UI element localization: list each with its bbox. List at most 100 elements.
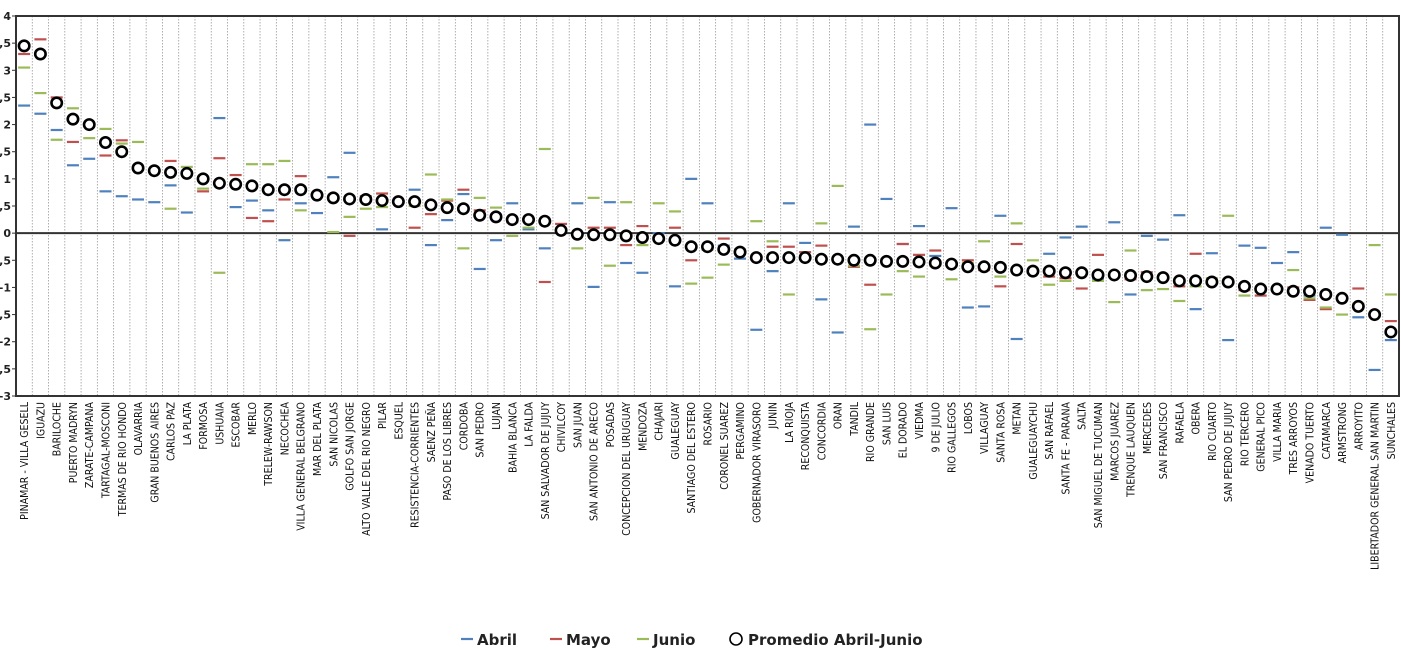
x-tick-label: METAN bbox=[1012, 402, 1024, 435]
average-marker bbox=[1351, 299, 1365, 313]
x-tick-label: MAR DEL PLATA bbox=[312, 401, 324, 475]
y-tick-label: -2 bbox=[0, 336, 11, 349]
average-marker bbox=[391, 195, 405, 209]
average-marker bbox=[928, 256, 942, 270]
average-marker bbox=[1042, 264, 1056, 278]
average-marker bbox=[668, 233, 682, 247]
average-marker bbox=[619, 229, 633, 243]
average-marker bbox=[66, 112, 80, 126]
average-marker bbox=[945, 257, 959, 271]
x-tick-label: ARMSTRONG bbox=[1337, 402, 1349, 463]
average-marker bbox=[359, 192, 373, 206]
x-tick-label: JUNIN bbox=[768, 402, 780, 430]
y-tick-label: 0,5 bbox=[0, 200, 11, 213]
x-tick-label: ESQUEL bbox=[393, 401, 405, 439]
x-tick-label: LA FALDA bbox=[524, 401, 536, 446]
x-tick-label: ESCOBAR bbox=[231, 402, 243, 448]
x-tick-label: RIO GRANDE bbox=[865, 402, 877, 462]
y-tick-label: -1 bbox=[0, 281, 11, 294]
y-tick-label: 1 bbox=[3, 173, 11, 186]
x-tick-label: MERLO bbox=[247, 402, 259, 435]
x-tick-label: CHAJARI bbox=[654, 402, 666, 441]
x-tick-label: SAN JUAN bbox=[572, 402, 584, 448]
average-marker bbox=[440, 201, 454, 215]
x-tick-label: PASO DE LOS LIBRES bbox=[442, 402, 454, 501]
x-tick-label: PILAR bbox=[377, 402, 389, 429]
average-marker bbox=[879, 254, 893, 268]
average-marker bbox=[489, 210, 503, 224]
y-tick-label: -1,5 bbox=[0, 309, 11, 322]
average-marker bbox=[1058, 266, 1072, 280]
x-tick-label: CARLOS PAZ bbox=[166, 401, 178, 460]
x-tick-label: SAN SALVADOR DE JUJUY bbox=[540, 402, 552, 520]
x-tick-label: ROSARIO bbox=[703, 402, 715, 445]
x-tick-label: SALTA bbox=[1077, 401, 1089, 429]
x-tick-label: MENDOZA bbox=[637, 401, 649, 450]
x-tick-label: LIBERTADOR GENERAL SAN MARTIN bbox=[1370, 402, 1382, 570]
average-marker bbox=[164, 165, 178, 179]
x-tick-label: RECONQUISTA bbox=[800, 401, 812, 470]
x-tick-label: GRAN BUENOS AIRES bbox=[149, 402, 161, 503]
average-marker bbox=[733, 245, 747, 259]
y-tick-label: 1,5 bbox=[0, 146, 11, 159]
x-tick-label: RIO GALLEGOS bbox=[947, 402, 959, 473]
average-marker bbox=[603, 228, 617, 242]
x-tick-label: TERMAS DE RIO HONDO bbox=[117, 402, 129, 517]
legend-label: Abril bbox=[477, 631, 517, 649]
x-tick-label: SAN MIGUEL DE TUCUMAN bbox=[1093, 402, 1105, 528]
y-tick-label: 3 bbox=[3, 64, 11, 77]
average-marker bbox=[1156, 271, 1170, 285]
x-tick-label: TANDIL bbox=[849, 401, 861, 437]
x-tick-label: FORMOSA bbox=[198, 401, 210, 449]
x-tick-label: CORONEL SUAREZ bbox=[719, 401, 731, 489]
average-marker bbox=[635, 230, 649, 244]
x-tick-label: SANTA FE - PARANA bbox=[1060, 401, 1072, 494]
y-tick-label: -0,5 bbox=[0, 254, 11, 267]
average-marker bbox=[700, 240, 714, 254]
x-tick-label: ORAN bbox=[833, 402, 845, 429]
x-tick-label: LOBOS bbox=[963, 402, 975, 434]
average-marker bbox=[977, 260, 991, 274]
x-tick-label: VILLA MARIA bbox=[1272, 401, 1284, 461]
average-marker bbox=[98, 135, 112, 149]
average-marker bbox=[717, 242, 731, 256]
x-tick-label: RIO CUARTO bbox=[1207, 402, 1219, 461]
y-tick-label: -3 bbox=[0, 390, 11, 403]
average-marker bbox=[1221, 275, 1235, 289]
average-marker bbox=[294, 183, 308, 197]
average-marker bbox=[1237, 279, 1251, 293]
x-tick-label: CONCORDIA bbox=[816, 401, 828, 460]
x-tick-label: 9 DE JULIO bbox=[930, 402, 942, 452]
x-tick-label: BARILOCHE bbox=[52, 402, 64, 456]
average-marker bbox=[261, 183, 275, 197]
average-marker bbox=[147, 164, 161, 178]
legend: Abril Mayo Junio Promedio Abril-Junio bbox=[461, 631, 923, 649]
average-marker bbox=[326, 191, 340, 205]
y-tick-label: 0 bbox=[3, 227, 11, 240]
average-marker bbox=[424, 198, 438, 212]
x-tick-label: IGUAZU bbox=[35, 402, 47, 439]
average-marker bbox=[375, 194, 389, 208]
x-tick-label: LA RIOJA bbox=[784, 401, 796, 442]
x-tick-label: SAN LUIS bbox=[881, 402, 893, 445]
x-tick-label: GUALEGUAY bbox=[670, 402, 682, 460]
average-marker bbox=[1368, 308, 1382, 322]
x-tick-label: GENERAL PICO bbox=[1256, 402, 1268, 472]
average-marker bbox=[1303, 284, 1317, 298]
average-marker bbox=[1075, 266, 1089, 280]
y-tick-label: 3,5 bbox=[0, 37, 11, 50]
average-marker bbox=[277, 183, 291, 197]
average-marker bbox=[1384, 325, 1398, 339]
y-tick-label: 4 bbox=[3, 10, 11, 23]
average-marker bbox=[831, 252, 845, 266]
average-marker bbox=[1286, 284, 1300, 298]
average-marker bbox=[652, 232, 666, 246]
average-marker bbox=[749, 251, 763, 265]
x-tick-label: SAN NICOLAS bbox=[328, 402, 340, 467]
x-tick-label: CORDOBA bbox=[458, 401, 470, 450]
average-marker bbox=[1026, 264, 1040, 278]
x-tick-label: MARCOS JUAREZ bbox=[1109, 401, 1121, 480]
x-tick-label: TRES ARROYOS bbox=[1288, 402, 1300, 475]
x-tick-label: PINAMAR - VILLA GESELL bbox=[19, 401, 31, 520]
x-tick-label: MERCEDES bbox=[1142, 402, 1154, 454]
